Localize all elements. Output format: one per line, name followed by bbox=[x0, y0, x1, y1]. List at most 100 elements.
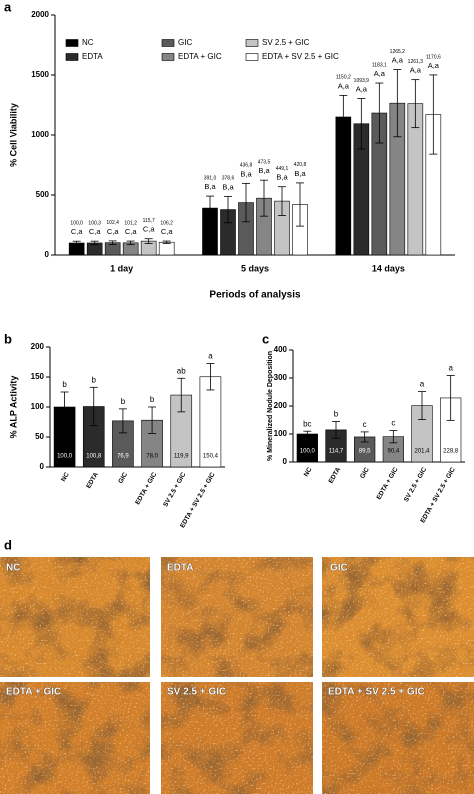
image-tile: EDTA + GIC bbox=[0, 682, 150, 794]
x-axis-title: Periods of analysis bbox=[209, 290, 301, 301]
value-label: 101,2 bbox=[124, 220, 137, 226]
x-tick-label: SV 2.5 + GIC bbox=[403, 466, 428, 503]
x-tick-label: EDTA + GIC bbox=[376, 466, 400, 501]
value-label: 1170,6 bbox=[426, 54, 441, 60]
image-label: EDTA bbox=[167, 563, 193, 574]
image-label: EDTA + GIC bbox=[6, 687, 61, 698]
significance-label: C,a bbox=[161, 227, 174, 236]
legend-label: SV 2.5 + GIC bbox=[262, 38, 310, 47]
value-label: 420,8 bbox=[294, 162, 307, 168]
y-tick-label: 200 bbox=[31, 342, 45, 351]
x-tick-label: NC bbox=[303, 466, 314, 478]
significance-label: c bbox=[391, 419, 395, 428]
value-label: 473,5 bbox=[258, 160, 271, 166]
value-label: 1265,2 bbox=[390, 49, 406, 55]
y-axis-title: % Mineralized Nodule Deposition bbox=[267, 351, 274, 461]
significance-label: b bbox=[334, 410, 339, 419]
significance-label: a bbox=[420, 380, 425, 389]
value-label: 201,4 bbox=[414, 449, 430, 455]
legend-label: GIC bbox=[178, 38, 192, 47]
panel-label: d bbox=[4, 537, 12, 552]
legend-label: EDTA + SV 2.5 + GIC bbox=[262, 52, 339, 61]
significance-label: A,a bbox=[338, 81, 350, 90]
y-axis-title: % ALP Activity bbox=[8, 376, 18, 439]
value-label: 106,2 bbox=[160, 220, 173, 226]
y-tick-label: 300 bbox=[274, 373, 288, 382]
significance-label: B,a bbox=[258, 166, 270, 175]
value-label: 436,8 bbox=[240, 163, 253, 169]
x-tick-label: SV 2.5 + GIC bbox=[162, 471, 187, 508]
value-label: 114,7 bbox=[329, 449, 344, 455]
significance-label: a bbox=[208, 352, 213, 361]
significance-label: b bbox=[150, 395, 155, 404]
legend-swatch bbox=[161, 39, 175, 47]
value-label: 100,8 bbox=[86, 454, 102, 460]
legend-swatch bbox=[65, 53, 79, 61]
value-label: 449,1 bbox=[276, 166, 289, 172]
y-tick-label: 400 bbox=[274, 345, 288, 354]
legend-swatch bbox=[161, 53, 175, 61]
value-label: 102,4 bbox=[106, 220, 119, 226]
y-tick-label: 150 bbox=[31, 372, 45, 381]
legend-label: EDTA + GIC bbox=[178, 52, 222, 61]
image-tile: GIC bbox=[322, 557, 474, 677]
significance-label: C,a bbox=[89, 227, 102, 236]
significance-label: b bbox=[121, 397, 126, 406]
panel-d: d NC EDTA GIC EDTA + GIC bbox=[0, 537, 474, 794]
x-tick-label: EDTA + SV 2.5 + GIC bbox=[179, 471, 217, 529]
y-tick-label: 100 bbox=[31, 402, 45, 411]
value-label: 100,3 bbox=[88, 220, 101, 226]
y-tick-label: 0 bbox=[40, 462, 45, 471]
value-label: 391,0 bbox=[204, 175, 217, 181]
image-label: NC bbox=[6, 563, 20, 574]
image-label: GIC bbox=[330, 563, 348, 574]
value-label: 89,5 bbox=[359, 449, 371, 455]
y-tick-label: 2000 bbox=[31, 10, 49, 19]
legend-swatch bbox=[245, 39, 259, 47]
significance-label: c bbox=[363, 420, 367, 429]
significance-label: B,a bbox=[240, 169, 252, 178]
significance-label: B,a bbox=[222, 182, 234, 191]
value-label: 150,4 bbox=[203, 454, 219, 460]
value-label: 100,0 bbox=[57, 454, 73, 460]
image-label: EDTA + SV 2.5 + GIC bbox=[328, 687, 425, 698]
y-tick-label: 50 bbox=[35, 432, 44, 441]
x-tick-label: EDTA + GIC bbox=[134, 471, 158, 506]
x-tick-label: 1 day bbox=[110, 263, 133, 273]
x-tick-label: GIC bbox=[117, 471, 129, 485]
significance-label: A,a bbox=[392, 56, 404, 65]
significance-label: A,a bbox=[356, 85, 368, 94]
x-tick-label: EDTA bbox=[85, 471, 100, 490]
legend-label: EDTA bbox=[82, 52, 103, 61]
significance-label: A,a bbox=[374, 69, 386, 78]
significance-label: C,a bbox=[71, 227, 84, 236]
legend-swatch bbox=[245, 53, 259, 61]
legend-label: NC bbox=[82, 38, 94, 47]
x-tick-label: GIC bbox=[359, 466, 371, 480]
image-label: SV 2.5 + GIC bbox=[167, 687, 226, 698]
value-label: 378,6 bbox=[222, 176, 235, 182]
value-label: 1183,1 bbox=[372, 62, 387, 68]
value-label: 115,7 bbox=[143, 218, 155, 224]
value-label: 1150,2 bbox=[336, 75, 351, 81]
value-label: 1261,3 bbox=[408, 59, 424, 65]
significance-label: B,a bbox=[276, 173, 288, 182]
significance-label: b bbox=[62, 380, 67, 389]
significance-label: B,a bbox=[204, 182, 216, 191]
y-tick-label: 500 bbox=[36, 190, 50, 199]
panel-label: a bbox=[4, 0, 12, 14]
y-axis-title: % Cell Viability bbox=[8, 103, 18, 167]
significance-label: B,a bbox=[294, 169, 306, 178]
image-tile: NC bbox=[0, 557, 150, 677]
value-label: 100,0 bbox=[300, 449, 316, 455]
significance-label: A,a bbox=[410, 66, 422, 75]
value-label: 78,0 bbox=[146, 454, 158, 460]
y-tick-label: 100 bbox=[274, 429, 288, 438]
x-tick-label: 5 days bbox=[241, 263, 269, 273]
y-tick-label: 0 bbox=[283, 457, 288, 466]
value-label: 100,0 bbox=[70, 221, 83, 227]
x-tick-label: 14 days bbox=[372, 263, 405, 273]
value-label: 1093,9 bbox=[354, 78, 370, 84]
value-label: 228,8 bbox=[443, 449, 459, 455]
